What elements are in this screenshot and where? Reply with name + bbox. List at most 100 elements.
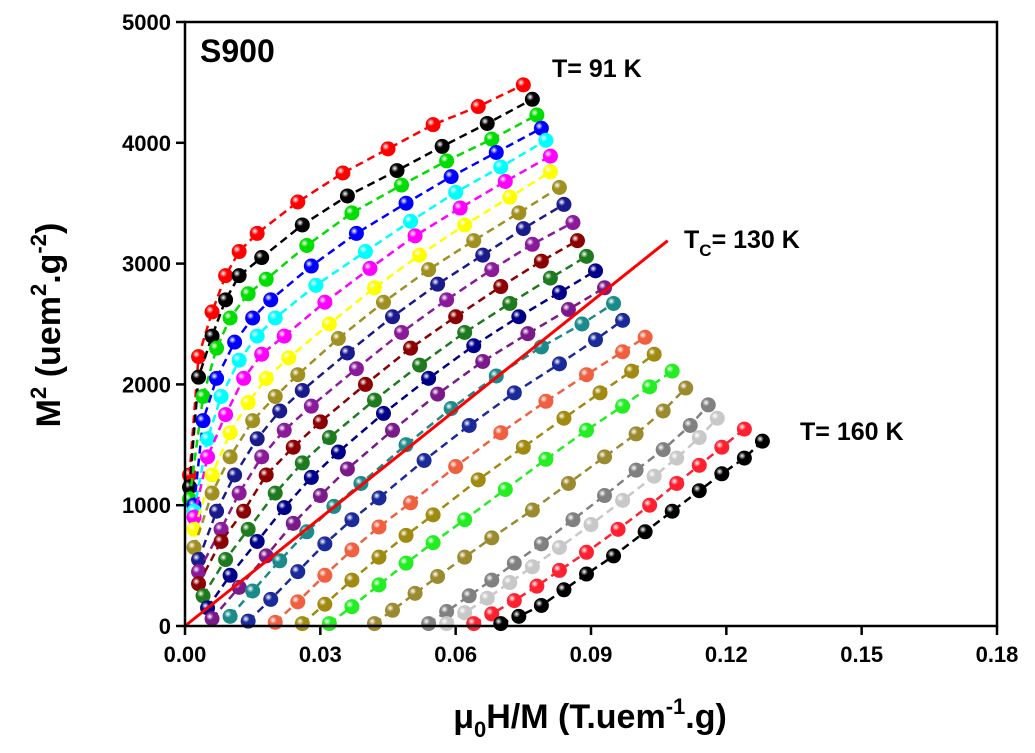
data-point: [592, 385, 608, 401]
data-point: [385, 422, 401, 438]
data-point: [642, 497, 658, 513]
data-point: [357, 244, 373, 260]
data-point: [204, 328, 220, 344]
label-part: 0: [474, 717, 486, 742]
x-tick-label: 0.18: [976, 642, 1019, 667]
data-point: [218, 407, 234, 423]
data-point: [222, 567, 238, 583]
data-point: [371, 490, 387, 506]
data-point: [502, 189, 518, 205]
data-point: [371, 577, 387, 593]
data-point: [597, 488, 613, 504]
data-point: [344, 599, 360, 615]
data-point: [470, 99, 486, 115]
data-point: [470, 472, 486, 488]
data-point: [231, 244, 247, 260]
data-point: [272, 403, 288, 419]
data-point: [249, 328, 265, 344]
data-point: [398, 195, 414, 211]
data-point: [736, 421, 752, 437]
data-point: [398, 527, 414, 543]
series-line: [188, 83, 524, 476]
data-point: [524, 236, 540, 252]
data-point: [457, 324, 473, 340]
data-point: [538, 451, 554, 467]
data-point: [371, 519, 387, 535]
data-point: [425, 117, 441, 133]
data-point: [736, 450, 752, 466]
data-point: [254, 250, 270, 266]
data-point: [533, 536, 549, 552]
annotation: T= 160 K: [800, 418, 904, 446]
data-point: [231, 352, 247, 368]
series-line: [247, 319, 624, 623]
data-point: [421, 370, 437, 386]
data-point: [290, 367, 306, 383]
data-point: [578, 367, 594, 383]
data-point: [258, 271, 274, 287]
data-point: [615, 344, 631, 360]
data-point: [615, 398, 631, 414]
data-point: [195, 588, 211, 604]
data-point: [533, 120, 549, 136]
data-point: [628, 426, 644, 442]
data-point: [209, 503, 225, 519]
data-point: [321, 616, 337, 632]
y-tick-label: 0: [159, 614, 171, 639]
data-point: [412, 247, 428, 263]
data-point: [569, 233, 585, 249]
data-point: [371, 549, 387, 565]
data-point: [231, 579, 247, 595]
data-point: [452, 200, 468, 216]
x-tick-label: 0.03: [299, 642, 342, 667]
data-point: [700, 397, 716, 413]
data-point: [560, 475, 576, 491]
data-point: [267, 310, 283, 326]
data-point: [317, 536, 333, 552]
label-part: -1: [666, 694, 686, 719]
data-point: [551, 562, 567, 578]
data-point: [606, 295, 622, 311]
data-point: [664, 363, 680, 379]
data-point: [430, 568, 446, 584]
data-point: [646, 468, 662, 484]
data-point: [222, 425, 238, 441]
data-point: [493, 616, 509, 632]
data-point: [538, 132, 554, 148]
data-point: [321, 430, 337, 446]
data-point: [186, 539, 202, 555]
data-point: [240, 521, 256, 537]
data-point: [200, 449, 216, 465]
data-point: [457, 549, 473, 565]
data-point: [669, 450, 685, 466]
data-point: [542, 148, 558, 164]
label-part: M: [30, 399, 68, 427]
data-point: [754, 433, 770, 449]
data-point: [439, 604, 455, 620]
data-point: [407, 585, 423, 601]
data-point: [439, 153, 455, 169]
data-point: [714, 466, 730, 482]
data-point: [191, 552, 207, 568]
data-point: [285, 439, 301, 455]
data-point: [515, 439, 531, 455]
data-point: [714, 439, 730, 455]
data-point: [691, 430, 707, 446]
data-point: [339, 345, 355, 361]
data-point: [245, 413, 261, 429]
data-point: [678, 380, 694, 396]
data-point: [227, 467, 243, 483]
data-point: [245, 583, 261, 599]
label-part: 2: [26, 284, 51, 296]
series-line: [192, 170, 552, 530]
data-point: [213, 533, 229, 549]
data-point: [303, 469, 319, 485]
label-part: .g: [30, 254, 68, 284]
data-point: [493, 159, 509, 175]
data-point: [515, 221, 531, 237]
data-point: [321, 316, 337, 332]
data-point: [578, 566, 594, 582]
data-point: [204, 611, 220, 627]
data-point: [542, 270, 558, 286]
data-point: [362, 260, 378, 276]
